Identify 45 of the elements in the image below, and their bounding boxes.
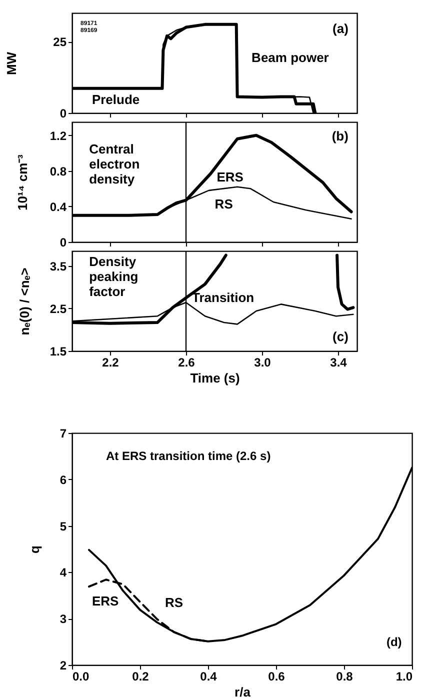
series-label: ERS — [92, 594, 120, 609]
x-tick-label: 2.2 — [102, 356, 120, 370]
annotation: (d) — [386, 634, 402, 649]
annotation: Central electron density — [89, 142, 140, 187]
y-tick-label: 0 — [60, 236, 67, 250]
annotation: (b) — [332, 128, 348, 144]
y-tick-label: 5 — [60, 519, 67, 534]
x-tick-label: 2.6 — [178, 356, 196, 370]
annotation: Prelude — [92, 92, 140, 107]
x-tick-label: 3.4 — [330, 356, 348, 370]
annotation: (c) — [332, 329, 348, 344]
y-tick-label: 2 — [60, 658, 67, 672]
x-tick-label: 0.8 — [336, 670, 354, 684]
x-axis-title: Time (s) — [190, 370, 240, 386]
x-axis-title: r/a — [234, 684, 252, 698]
y-tick-label: 3 — [60, 612, 67, 626]
y-tick-label: 0.8 — [50, 164, 67, 178]
y-tick-label: 2.5 — [50, 302, 67, 316]
series-label: RS — [214, 196, 234, 212]
series-label: ERS — [216, 170, 244, 185]
x-tick-label: 1.0 — [396, 670, 413, 684]
y-tick-label: 1.5 — [50, 344, 67, 358]
y-tick-label: 0 — [60, 106, 67, 120]
y-tick-label: 7 — [60, 426, 67, 440]
x-tick-label: 0.4 — [200, 670, 218, 684]
annotation: At ERS transition time (2.6 s) — [106, 449, 271, 464]
y-tick-label: 4 — [60, 566, 67, 580]
y-tick-label: 1.2 — [50, 128, 67, 143]
series-label: RS — [165, 595, 184, 610]
annotation: Density peaking factor — [89, 254, 138, 299]
y-axis-title: MW — [4, 51, 20, 76]
x-tick-label: 0.2 — [132, 670, 150, 684]
annotation: Transition — [192, 290, 254, 305]
x-tick-label: 0.0 — [72, 670, 90, 684]
x-tick-label: 0.6 — [268, 670, 286, 684]
y-tick-label: 6 — [60, 472, 67, 487]
annotation: Beam power — [252, 50, 329, 65]
x-tick-label: 3.0 — [254, 356, 272, 370]
y-tick-label: 0.4 — [50, 200, 67, 214]
y-axis-title: nₑ(0) / <nₑ> — [16, 267, 32, 336]
y-tick-label: 3.5 — [50, 259, 67, 274]
annotation: (a) — [332, 21, 348, 36]
y-axis-title: q — [26, 545, 42, 554]
y-tick-label: 25 — [53, 35, 67, 50]
y-axis-title: 10¹⁴ cm⁻³ — [14, 154, 30, 210]
